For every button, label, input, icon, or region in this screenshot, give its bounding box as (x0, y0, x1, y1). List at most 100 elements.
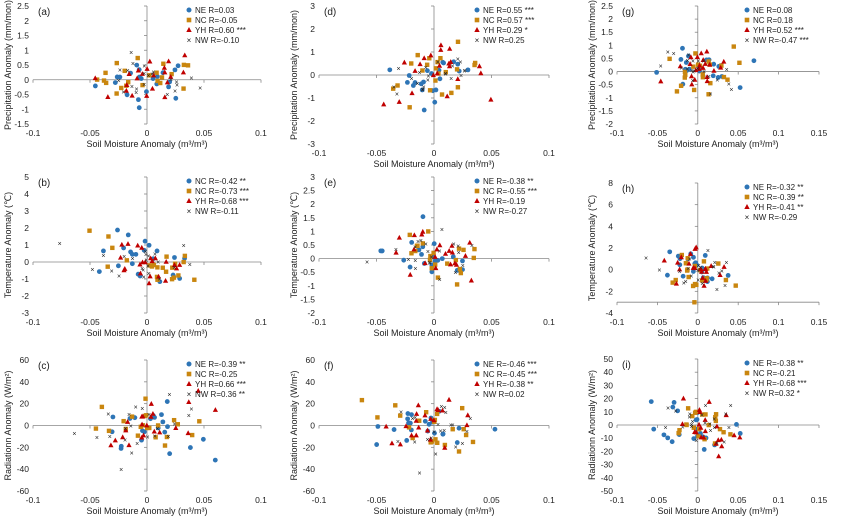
point-ne (710, 73, 716, 79)
legend-marker-ne (744, 7, 750, 13)
point-yh (428, 52, 434, 58)
point-ne (187, 445, 193, 450)
point-nw: × (702, 69, 706, 76)
panel-c: -60 -40 -20 0 20 40 60 -0.1 -0.05 0 0.05 0.1 Soil Mo… (3, 355, 267, 516)
point-yh (675, 259, 681, 265)
point-yh (702, 61, 708, 66)
x-tick-label: 0.05 (730, 495, 747, 505)
point-nw: × (696, 268, 700, 275)
point-nw: × (686, 52, 690, 59)
point-yh (434, 246, 440, 252)
point-yh (126, 442, 132, 448)
point-nw: × (691, 58, 695, 65)
point-yh (658, 78, 664, 84)
point-yh (706, 399, 712, 404)
x-tick-label: 0.05 (483, 148, 500, 158)
y-tick-label: -1.5 (598, 106, 613, 116)
point-yh (702, 417, 708, 422)
point-yh (680, 395, 687, 401)
point-nc (428, 253, 433, 259)
point-nc (121, 418, 126, 424)
x-tick-label: 0.1 (773, 128, 785, 138)
point-nw: × (462, 68, 466, 75)
point-yh (396, 99, 402, 104)
y-tick-label: 0 (310, 70, 315, 80)
point-nw: × (694, 438, 698, 445)
point-nc (691, 425, 697, 430)
point-yh (185, 430, 191, 436)
point-yh (701, 282, 707, 288)
point-nw: × (189, 75, 193, 82)
point-nw: × (426, 78, 430, 85)
x-tick-label: 0.1 (773, 317, 785, 327)
point-ne (492, 426, 498, 432)
point-yh (704, 78, 710, 84)
legend-label: NE R=0.03 (195, 6, 235, 15)
point-nw: × (443, 71, 447, 78)
point-yh (139, 71, 145, 76)
point-yh (438, 47, 444, 52)
point-yh (163, 258, 169, 264)
point-ne (683, 60, 689, 65)
point-nc (114, 60, 119, 66)
point-nw: × (715, 287, 719, 294)
point-yh (126, 71, 132, 76)
point-nw: × (700, 413, 704, 420)
point-nw: × (413, 266, 417, 273)
point-nw: × (421, 87, 425, 94)
point-nc (155, 423, 161, 428)
point-yh (700, 57, 706, 62)
point-ne (421, 79, 426, 85)
point-yh (465, 412, 471, 418)
point-nc (470, 439, 476, 445)
point-nc (674, 89, 680, 94)
x-tick-label: 0 (695, 128, 700, 138)
point-nw: × (444, 71, 448, 78)
point-ne (112, 80, 118, 86)
legend-marker-nc (744, 17, 750, 23)
point-yh (415, 402, 421, 408)
point-nw: × (688, 411, 692, 418)
point-yh (433, 265, 439, 271)
legend-marker-nw: × (475, 36, 480, 45)
point-yh (150, 410, 156, 416)
point-nc (415, 243, 420, 248)
point-yh (702, 428, 708, 434)
point-nw: × (130, 84, 134, 91)
y-tick-label: -20 (303, 442, 316, 452)
y-tick-label: -1.5 (300, 294, 315, 304)
point-yh (703, 269, 710, 274)
point-ne (701, 447, 707, 452)
point-yh (692, 76, 698, 82)
point-ne (159, 412, 164, 418)
point-nc (693, 51, 698, 56)
point-yh (124, 419, 131, 424)
y-tick-label: 6 (608, 200, 613, 210)
legend-marker-ne (474, 361, 480, 367)
point-nw: × (644, 256, 648, 263)
point-ne (212, 457, 218, 463)
point-ne (407, 264, 413, 270)
point-nw: × (142, 82, 146, 89)
point-nw: × (708, 422, 712, 429)
point-nc (409, 61, 414, 66)
legend-marker-nc (186, 17, 192, 23)
x-tick-label: -0.1 (312, 148, 327, 158)
point-yh (719, 443, 725, 449)
x-tick-label: 0.05 (483, 317, 500, 327)
point-nw: × (117, 78, 121, 85)
point-nw: × (426, 73, 430, 80)
point-nw: × (715, 441, 719, 448)
point-nc (706, 59, 711, 64)
point-nw: × (172, 422, 176, 429)
point-nc (445, 261, 450, 266)
y-tick-label: 0 (608, 67, 613, 77)
legend-marker-yh (186, 198, 192, 203)
point-ne (432, 99, 438, 105)
point-nc (685, 256, 690, 261)
point-yh (442, 444, 448, 450)
point-nw: × (463, 68, 467, 75)
point-ne (661, 432, 667, 438)
point-nw: × (451, 423, 455, 430)
point-nc (434, 411, 440, 417)
